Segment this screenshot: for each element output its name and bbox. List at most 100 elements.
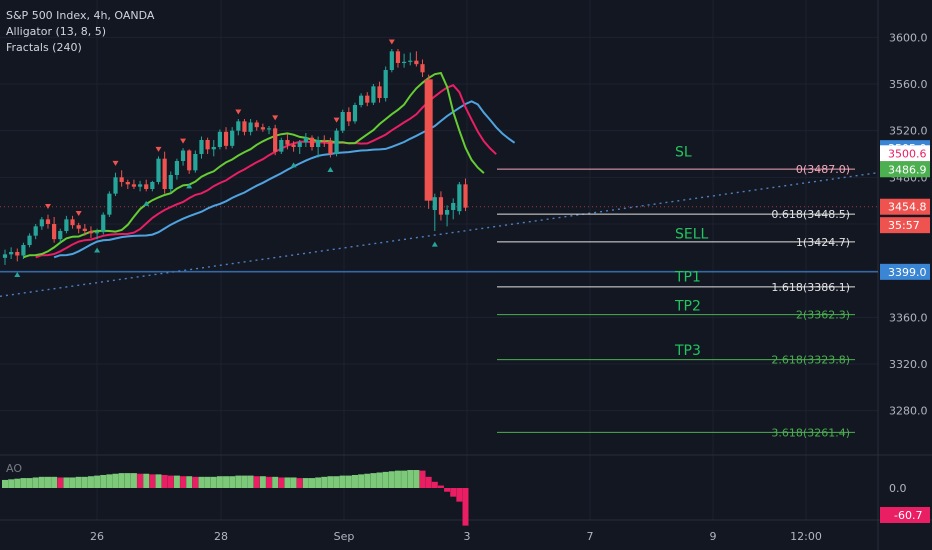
ao-bar	[216, 476, 223, 488]
fib-level-label: 1(3424.7)	[796, 236, 850, 249]
candle-body	[359, 95, 364, 105]
ao-legend[interactable]: AO	[6, 462, 22, 475]
ao-bar	[339, 475, 346, 488]
ao-bar	[20, 478, 27, 488]
ao-bar	[321, 476, 328, 488]
ao-bar	[210, 476, 217, 488]
ao-bar	[100, 474, 107, 488]
ao-bar	[241, 475, 248, 488]
candle	[303, 133, 308, 147]
ao-bar	[259, 476, 266, 488]
candle	[316, 136, 321, 158]
ao-bar	[401, 470, 408, 488]
ao-bar	[284, 477, 291, 488]
candle-body	[236, 121, 241, 131]
candle-body	[174, 161, 180, 175]
alligator-legend[interactable]: Alligator (13, 8, 5)	[6, 25, 107, 38]
ao-tag-text: -60.7	[894, 509, 922, 522]
fractal-down-marker	[186, 183, 193, 189]
candle	[352, 102, 358, 124]
ao-zero-label: 0.0	[889, 482, 907, 495]
candle-body	[389, 51, 394, 70]
ao-bar	[290, 477, 297, 488]
candle	[174, 158, 180, 180]
ao-bar	[413, 470, 420, 488]
candle-body	[107, 193, 112, 215]
candle-body	[365, 95, 370, 103]
fib-level-label: 0.618(3448.5)	[771, 208, 850, 221]
time-tick-label: 12:00	[790, 530, 822, 543]
candle	[371, 84, 376, 105]
symbol-title[interactable]: S&P 500 Index, 4h, OANDA	[6, 9, 155, 22]
price-tag: 35:57	[880, 217, 930, 234]
candle-body	[125, 182, 130, 185]
ao-bar	[192, 476, 199, 488]
price-tag: 3486.9	[880, 161, 930, 178]
candle-body	[322, 140, 327, 142]
ao-bar	[407, 470, 414, 488]
candle	[432, 193, 437, 231]
candle	[205, 137, 210, 154]
candle-body	[199, 140, 204, 154]
ao-bar	[106, 474, 113, 488]
time-tick-label: 26	[90, 530, 104, 543]
candle-body	[377, 86, 382, 98]
fractals-legend[interactable]: Fractals (240)	[6, 41, 82, 54]
candle-body	[424, 79, 433, 201]
ao-bar	[130, 473, 137, 488]
candle	[168, 171, 173, 193]
ao-bar	[69, 477, 76, 488]
trend-line	[0, 171, 879, 298]
ao-bar	[425, 476, 432, 488]
candle-body	[285, 140, 290, 145]
candle-body	[230, 130, 235, 146]
candle-body	[205, 140, 210, 150]
candle	[162, 151, 167, 194]
candle-body	[242, 121, 247, 132]
fib-level-label: 0(3487.0)	[796, 163, 850, 176]
ao-bar	[333, 476, 340, 488]
ao-bar	[149, 474, 156, 488]
candle	[156, 156, 161, 185]
candle-body	[402, 61, 407, 63]
ao-bar	[345, 475, 352, 488]
candle-body	[266, 128, 272, 130]
candle	[285, 134, 290, 150]
ao-bar	[327, 476, 334, 488]
fractal-down-marker	[94, 247, 101, 253]
candle	[408, 52, 413, 66]
candle	[279, 137, 284, 154]
annotation-tp2: TP2	[674, 299, 701, 315]
ao-bar	[204, 476, 211, 488]
ao-bar	[382, 471, 389, 488]
ao-bar	[118, 473, 125, 488]
ao-bar	[32, 477, 39, 488]
candle	[365, 92, 370, 107]
candle-body	[395, 51, 401, 63]
price-tick-label: 3320.0	[889, 358, 928, 371]
candle-body	[273, 128, 278, 152]
awesome-oscillator	[2, 470, 469, 526]
candle-body	[254, 122, 259, 128]
candle	[2, 249, 8, 265]
candle-body	[156, 158, 161, 182]
ao-bar	[444, 488, 451, 492]
candle-body	[101, 214, 106, 233]
candle-body	[82, 228, 87, 231]
fractal-down-marker	[14, 272, 21, 277]
ao-bar	[253, 476, 260, 488]
ao-bar	[278, 477, 285, 488]
ao-bar	[143, 473, 150, 488]
price-tick-label: 3520.0	[889, 125, 928, 138]
candle	[211, 140, 216, 157]
candle-body	[457, 184, 462, 212]
candle	[444, 205, 450, 227]
ao-bar	[112, 473, 119, 488]
candle	[236, 119, 241, 136]
ao-bar	[161, 474, 168, 488]
price-tag-text: 35:57	[888, 219, 920, 232]
annotation-tp3: TP3	[674, 343, 701, 359]
ao-bar	[247, 475, 254, 488]
